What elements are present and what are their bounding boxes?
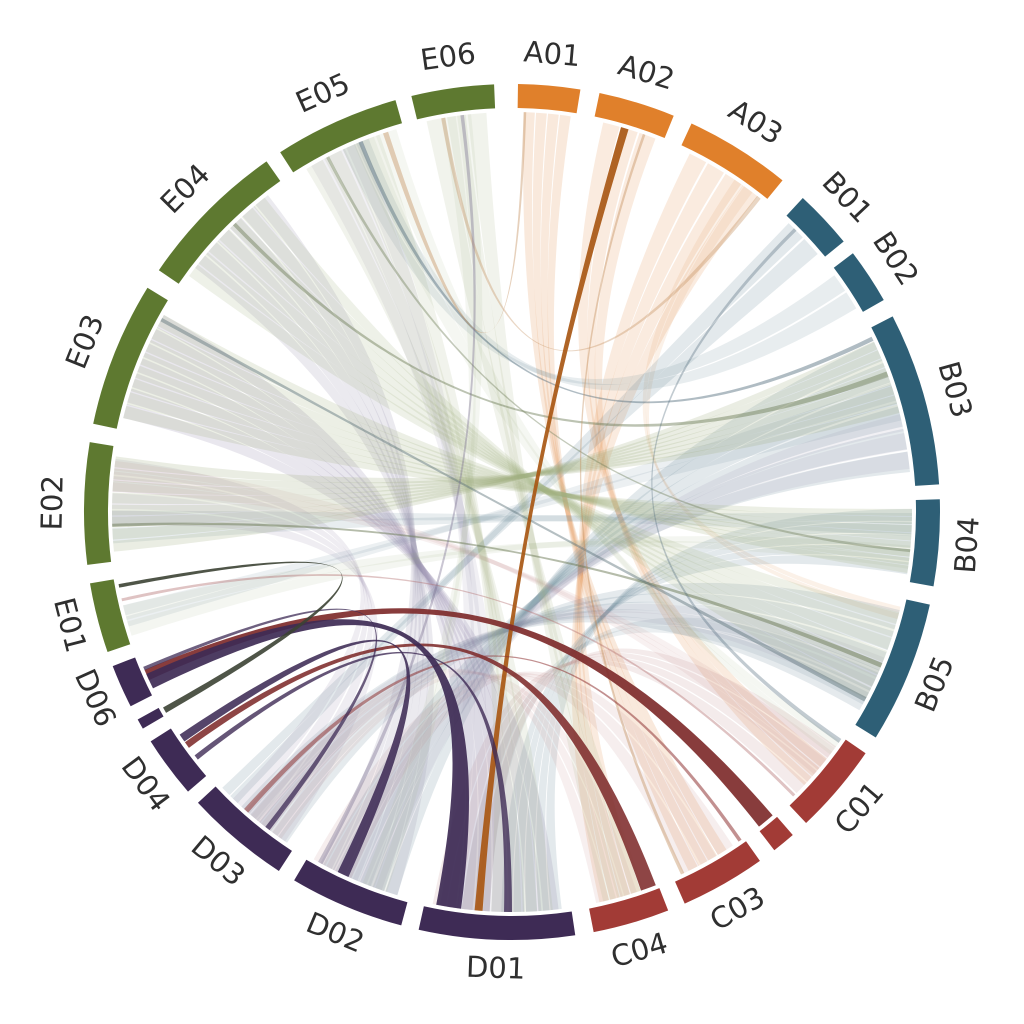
segment-arc-B01 — [786, 197, 844, 257]
chord-E06-C04 — [447, 114, 630, 898]
segment-label-E04: E04 — [154, 157, 217, 220]
chord-B01-C01 — [651, 228, 842, 743]
segment-arc-B04 — [909, 499, 940, 587]
chord-B03-E01 — [125, 382, 897, 627]
chord-E01-B04 — [123, 540, 910, 620]
chord-ribbons — [111, 112, 913, 913]
chord-B05-D03 — [278, 582, 900, 843]
chord-D02-E04 — [195, 255, 434, 896]
chord-C04-D03 — [271, 671, 637, 896]
chord-D01-E03 — [127, 388, 542, 912]
chord-D01-E05 — [311, 157, 505, 912]
segment-arc-D01 — [418, 906, 576, 940]
chord-D01-E05 — [328, 148, 487, 911]
segment-arc-E06 — [411, 84, 496, 120]
chord-E02-B03 — [113, 395, 898, 489]
chord-B04-E02 — [111, 510, 912, 537]
segment-label-E05: E05 — [291, 66, 355, 120]
chord-E05-B04 — [326, 156, 911, 553]
chord-E06-C04 — [467, 112, 616, 902]
segment-arc-C02 — [759, 816, 793, 851]
segment-arc-D02 — [294, 859, 408, 926]
segment-arc-B02 — [833, 253, 884, 312]
chord-E01-B04 — [127, 536, 911, 636]
segment-arc-B05 — [855, 599, 930, 738]
segment-arc-E03 — [93, 287, 168, 429]
segment-arc-C04 — [589, 888, 669, 933]
chord-E02-B03 — [112, 376, 892, 505]
segment-arcs — [84, 84, 940, 940]
segment-label-A03: A03 — [723, 92, 789, 151]
segment-arc-D04 — [150, 728, 207, 792]
chord-A02-C01 — [587, 127, 820, 777]
segment-label-E06: E06 — [418, 36, 477, 77]
segment-label-E02: E02 — [35, 475, 70, 531]
segment-label-B03: B03 — [931, 358, 979, 422]
chord-B01-D03 — [222, 239, 818, 796]
chord-B05-D03 — [268, 593, 894, 836]
segment-label-A01: A01 — [522, 34, 581, 73]
chord-B03-E01 — [123, 402, 902, 616]
segment-label-B02: B02 — [866, 225, 926, 291]
chord-E06-D02 — [362, 114, 483, 888]
segment-arc-C01 — [789, 739, 866, 823]
segment-arc-E02 — [84, 442, 114, 565]
segment-arc-C03 — [675, 841, 760, 904]
segment-label-B01: B01 — [815, 165, 879, 230]
chord-C04-D03 — [261, 670, 623, 900]
segment-arc-D05 — [137, 707, 164, 729]
segment-arc-D03 — [197, 786, 292, 871]
chord-D04-D02 — [179, 639, 411, 878]
chord-E06-C04 — [426, 117, 644, 894]
chord-E03-B05 — [160, 318, 867, 702]
chord-A03-C04 — [574, 173, 742, 900]
chord-A02-C01 — [578, 122, 827, 768]
chord-E06-D02 — [375, 116, 476, 892]
segment-arc-E01 — [89, 579, 131, 653]
segment-arc-E05 — [280, 100, 402, 173]
segment-arc-A03 — [681, 123, 783, 199]
chord-C03-D02 — [326, 672, 717, 873]
segment-label-E01: E01 — [47, 594, 94, 656]
segment-label-A02: A02 — [614, 48, 678, 97]
segment-label-B05: B05 — [908, 651, 961, 716]
segment-label-D06: D06 — [68, 664, 123, 732]
segment-label-B04: B04 — [948, 515, 986, 574]
segment-arc-A01 — [517, 84, 581, 114]
segment-label-D01: D01 — [465, 950, 525, 986]
segment-label-E03: E03 — [59, 310, 111, 374]
chord-B04-E02 — [112, 512, 912, 544]
chord-C03-D02 — [313, 673, 700, 874]
segment-label-C04: C04 — [607, 926, 671, 975]
segment-label-D02: D02 — [301, 905, 369, 959]
chord-E05-D01 — [361, 134, 506, 912]
segment-arc-E04 — [158, 161, 281, 284]
segment-arc-D06 — [112, 657, 153, 707]
chord-C03-D02 — [339, 671, 733, 879]
segment-arc-A02 — [594, 93, 674, 138]
segment-arc-B03 — [871, 316, 940, 486]
chord-E02-B03 — [114, 404, 900, 484]
chord-A03-C04 — [571, 185, 758, 903]
chord-D03-E02 — [113, 458, 365, 810]
